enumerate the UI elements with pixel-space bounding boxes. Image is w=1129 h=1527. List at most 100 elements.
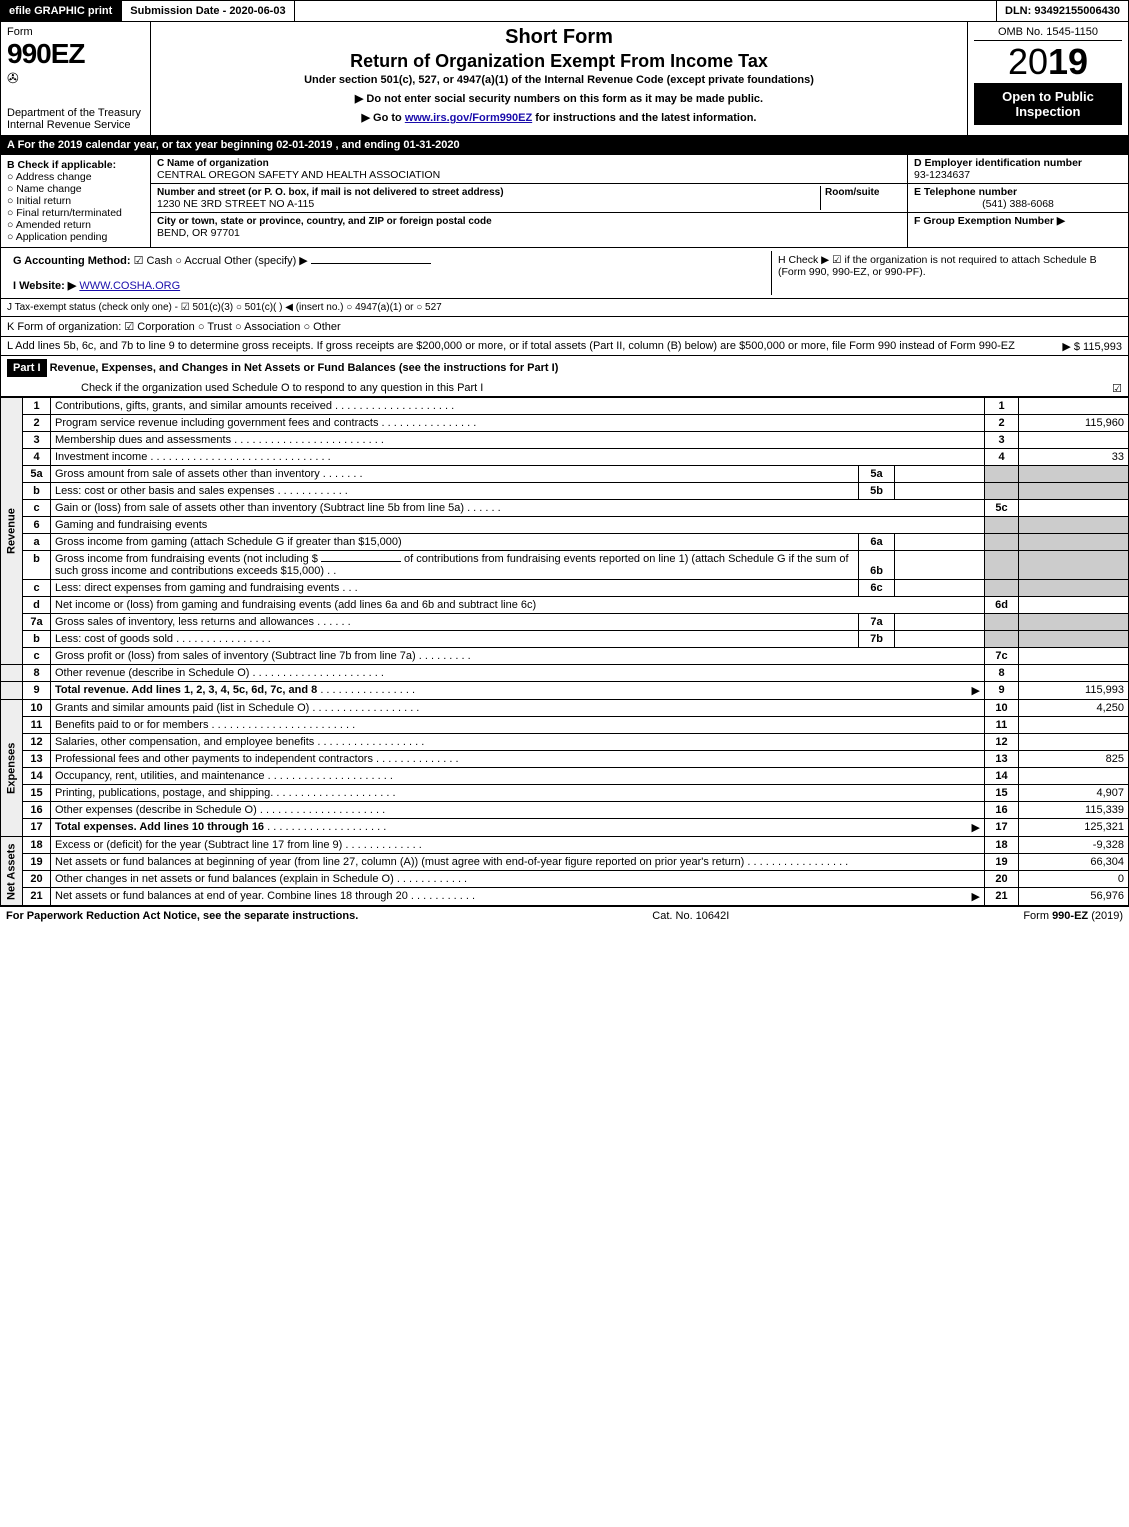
form-number: 990EZ xyxy=(7,38,144,70)
line-2: 2 Program service revenue including gove… xyxy=(1,415,1129,432)
part1-label: Part I xyxy=(7,359,47,377)
row-l-amount: ▶ $ 115,993 xyxy=(1062,340,1122,353)
submission-date: Submission Date - 2020-06-03 xyxy=(121,0,294,22)
city-state-zip: BEND, OR 97701 xyxy=(157,227,240,239)
line-18: Net Assets 18 Excess or (deficit) for th… xyxy=(1,837,1129,854)
part1-checkbox[interactable]: ☑ xyxy=(1112,382,1122,395)
row-h: H Check ▶ ☑ if the organization is not r… xyxy=(772,251,1122,295)
line-5c: c Gain or (loss) from sale of assets oth… xyxy=(1,500,1129,517)
section-net-assets: Net Assets xyxy=(1,837,23,906)
footer-formref: Form 990-EZ (2019) xyxy=(1023,910,1123,922)
line-10: Expenses 10 Grants and similar amounts p… xyxy=(1,700,1129,717)
line-16: 16 Other expenses (describe in Schedule … xyxy=(1,802,1129,819)
website-link[interactable]: WWW.COSHA.ORG xyxy=(79,280,180,292)
org-name-label: C Name of organization xyxy=(157,158,269,169)
page-footer: For Paperwork Reduction Act Notice, see … xyxy=(0,906,1129,925)
tel-label: E Telephone number xyxy=(914,186,1017,198)
line-5b: b Less: cost or other basis and sales ex… xyxy=(1,483,1129,500)
line-6d: d Net income or (loss) from gaming and f… xyxy=(1,597,1129,614)
efile-print-button[interactable]: efile GRAPHIC print xyxy=(0,0,121,22)
section-bcd: B Check if applicable: Address change Na… xyxy=(0,155,1129,248)
check-application-pending[interactable]: Application pending xyxy=(7,231,144,243)
row-l-text: L Add lines 5b, 6c, and 7b to line 9 to … xyxy=(7,340,1015,352)
return-title: Return of Organization Exempt From Incom… xyxy=(157,51,961,72)
form-header: Form 990EZ ✇ Department of the Treasury … xyxy=(0,22,1129,136)
top-bar: efile GRAPHIC print Submission Date - 20… xyxy=(0,0,1129,22)
row-a-tax-year: A For the 2019 calendar year, or tax yea… xyxy=(0,136,1129,155)
dept-irs: Internal Revenue Service xyxy=(7,119,144,131)
dept-treasury: Department of the Treasury xyxy=(7,107,144,119)
line-6a: a Gross income from gaming (attach Sched… xyxy=(1,534,1129,551)
finance-table: Revenue 1 Contributions, gifts, grants, … xyxy=(0,397,1129,906)
line-7c: c Gross profit or (loss) from sales of i… xyxy=(1,648,1129,665)
line-13: 13 Professional fees and other payments … xyxy=(1,751,1129,768)
line-7b: b Less: cost of goods sold . . . . . . .… xyxy=(1,631,1129,648)
ein-label: D Employer identification number xyxy=(914,157,1082,169)
group-exemption-label: F Group Exemption Number ▶ xyxy=(914,215,1065,227)
section-expenses: Expenses xyxy=(1,700,23,837)
dln-label: DLN: 93492155006430 xyxy=(996,0,1129,22)
line-8: 8 Other revenue (describe in Schedule O)… xyxy=(1,665,1129,682)
check-address-change[interactable]: Address change xyxy=(7,171,144,183)
row-l: L Add lines 5b, 6c, and 7b to line 9 to … xyxy=(0,337,1129,356)
subtitle: Under section 501(c), 527, or 4947(a)(1)… xyxy=(157,74,961,86)
tax-year: 2019 xyxy=(974,41,1122,83)
line-20: 20 Other changes in net assets or fund b… xyxy=(1,871,1129,888)
omb-number: OMB No. 1545-1150 xyxy=(974,26,1122,41)
part1-header: Part I Revenue, Expenses, and Changes in… xyxy=(0,356,1129,397)
other-check[interactable]: Other (specify) ▶ xyxy=(224,255,431,267)
box-b: B Check if applicable: Address change Na… xyxy=(1,155,151,247)
section-revenue: Revenue xyxy=(1,398,23,665)
city-label: City or town, state or province, country… xyxy=(157,216,492,227)
line-3: 3 Membership dues and assessments . . . … xyxy=(1,432,1129,449)
footer-catno: Cat. No. 10642I xyxy=(652,910,729,922)
accrual-check[interactable]: ○ Accrual xyxy=(175,255,221,267)
goto-line: ▶ Go to www.irs.gov/Form990EZ for instru… xyxy=(157,111,961,124)
line-21: 21 Net assets or fund balances at end of… xyxy=(1,888,1129,906)
open-public-inspection: Open to Public Inspection xyxy=(974,83,1122,125)
line-6c: c Less: direct expenses from gaming and … xyxy=(1,580,1129,597)
check-initial-return[interactable]: Initial return xyxy=(7,195,144,207)
street-label: Number and street (or P. O. box, if mail… xyxy=(157,187,504,198)
line-19: 19 Net assets or fund balances at beginn… xyxy=(1,854,1129,871)
row-k: K Form of organization: ☑ Corporation ○ … xyxy=(0,317,1129,337)
line-7a: 7a Gross sales of inventory, less return… xyxy=(1,614,1129,631)
row-gh: G Accounting Method: ☑ Cash ○ Accrual Ot… xyxy=(0,248,1129,299)
part1-check-text: Check if the organization used Schedule … xyxy=(81,382,483,394)
irs-link[interactable]: www.irs.gov/Form990EZ xyxy=(405,112,532,124)
tel-value: (541) 388-6068 xyxy=(914,198,1122,210)
line-17: 17 Total expenses. Add lines 10 through … xyxy=(1,819,1129,837)
line-12: 12 Salaries, other compensation, and emp… xyxy=(1,734,1129,751)
row-j: J Tax-exempt status (check only one) - ☑… xyxy=(0,299,1129,317)
line-9: 9 Total revenue. Add lines 1, 2, 3, 4, 5… xyxy=(1,682,1129,700)
street-address: 1230 NE 3RD STREET NO A-115 xyxy=(157,198,314,210)
accounting-method-label: G Accounting Method: xyxy=(13,255,131,267)
check-name-change[interactable]: Name change xyxy=(7,183,144,195)
check-amended-return[interactable]: Amended return xyxy=(7,219,144,231)
goto-pre: ▶ Go to xyxy=(362,112,405,124)
website-label: I Website: ▶ xyxy=(13,280,76,292)
short-form-label: Short Form xyxy=(157,26,961,49)
cash-check[interactable]: ☑ Cash xyxy=(134,255,173,267)
footer-paperwork: For Paperwork Reduction Act Notice, see … xyxy=(6,910,358,922)
room-label: Room/suite xyxy=(825,187,879,198)
check-final-return[interactable]: Final return/terminated xyxy=(7,207,144,219)
ein-value: 93-1234637 xyxy=(914,169,970,181)
box-def: D Employer identification number 93-1234… xyxy=(908,155,1128,247)
line-14: 14 Occupancy, rent, utilities, and maint… xyxy=(1,768,1129,785)
goto-post: for instructions and the latest informat… xyxy=(532,112,756,124)
line-6b: b Gross income from fundraising events (… xyxy=(1,551,1129,580)
line-1: Revenue 1 Contributions, gifts, grants, … xyxy=(1,398,1129,415)
form-word: Form xyxy=(7,26,144,38)
ssn-warning: ▶ Do not enter social security numbers o… xyxy=(157,92,961,105)
topbar-spacer xyxy=(295,0,996,22)
box-c: C Name of organization CENTRAL OREGON SA… xyxy=(151,155,908,247)
part1-title: Revenue, Expenses, and Changes in Net As… xyxy=(50,362,559,374)
line-6: 6 Gaming and fundraising events xyxy=(1,517,1129,534)
line-11: 11 Benefits paid to or for members . . .… xyxy=(1,717,1129,734)
line-4: 4 Investment income . . . . . . . . . . … xyxy=(1,449,1129,466)
line-15: 15 Printing, publications, postage, and … xyxy=(1,785,1129,802)
org-name: CENTRAL OREGON SAFETY AND HEALTH ASSOCIA… xyxy=(157,169,440,181)
box-b-label: B Check if applicable: xyxy=(7,159,144,171)
line-5a: 5a Gross amount from sale of assets othe… xyxy=(1,466,1129,483)
